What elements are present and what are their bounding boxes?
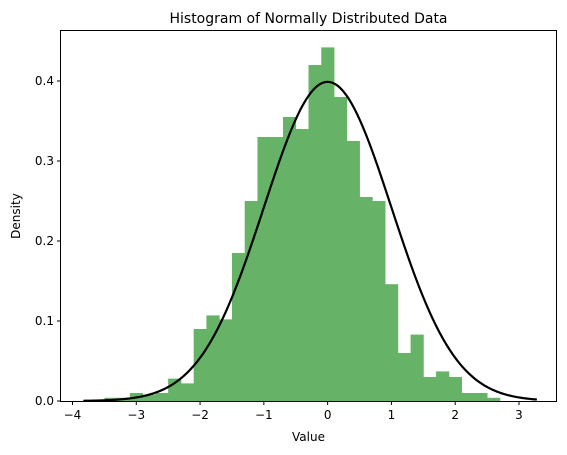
x-tick-label: −1 <box>255 408 273 422</box>
histogram-bar <box>155 393 169 401</box>
y-tick-label: 0.0 <box>35 394 54 408</box>
y-tick-label: 0.4 <box>35 74 54 88</box>
x-tick-label: 3 <box>515 408 523 422</box>
histogram-bar <box>436 371 450 401</box>
x-tick-label: 1 <box>388 408 396 422</box>
histogram-bar <box>321 47 335 402</box>
histogram-bar <box>423 377 437 401</box>
histogram-bar <box>308 65 322 401</box>
histogram-bar <box>346 141 360 401</box>
histogram-bar <box>244 201 258 401</box>
histogram-bar <box>231 253 246 401</box>
histogram-bars <box>104 47 501 402</box>
histogram-bar <box>206 315 220 401</box>
x-tick-label: −4 <box>64 408 82 422</box>
histogram-bar <box>397 353 411 401</box>
histogram-bar <box>142 394 156 401</box>
histogram-bar <box>270 137 284 401</box>
x-axis-label: Value <box>292 430 325 444</box>
histogram-bar <box>219 319 233 401</box>
histogram-bar <box>359 197 373 401</box>
histogram-bar <box>474 393 488 401</box>
histogram-bar <box>385 284 399 401</box>
x-tick-label: −2 <box>191 408 209 422</box>
histogram-bar <box>257 137 271 401</box>
x-axis-ticks: −4 −3 −2 −1 0 1 2 3 <box>64 401 523 422</box>
y-tick-label: 0.3 <box>35 154 54 168</box>
y-axis-ticks: 0.0 0.1 0.2 0.3 0.4 <box>35 74 61 408</box>
y-tick-label: 0.2 <box>35 234 54 248</box>
y-axis-label: Density <box>9 193 23 239</box>
histogram-bar <box>372 201 386 401</box>
histogram-bar <box>410 334 424 401</box>
histogram-bar <box>282 117 297 401</box>
plot-frame <box>60 30 557 402</box>
x-tick-label: 0 <box>324 408 332 422</box>
histogram-bar <box>295 129 309 401</box>
y-tick-label: 0.1 <box>35 314 54 328</box>
x-tick-label: −3 <box>127 408 145 422</box>
histogram-bar <box>487 397 501 401</box>
pdf-curve-line <box>83 80 537 402</box>
chart-title: Histogram of Normally Distributed Data <box>169 11 447 27</box>
x-tick-label: 2 <box>451 408 459 422</box>
histogram-bar <box>448 377 462 401</box>
histogram-bar <box>334 97 348 401</box>
histogram-bar <box>180 383 195 401</box>
histogram-bar <box>193 329 207 401</box>
histogram-bar <box>461 393 475 401</box>
